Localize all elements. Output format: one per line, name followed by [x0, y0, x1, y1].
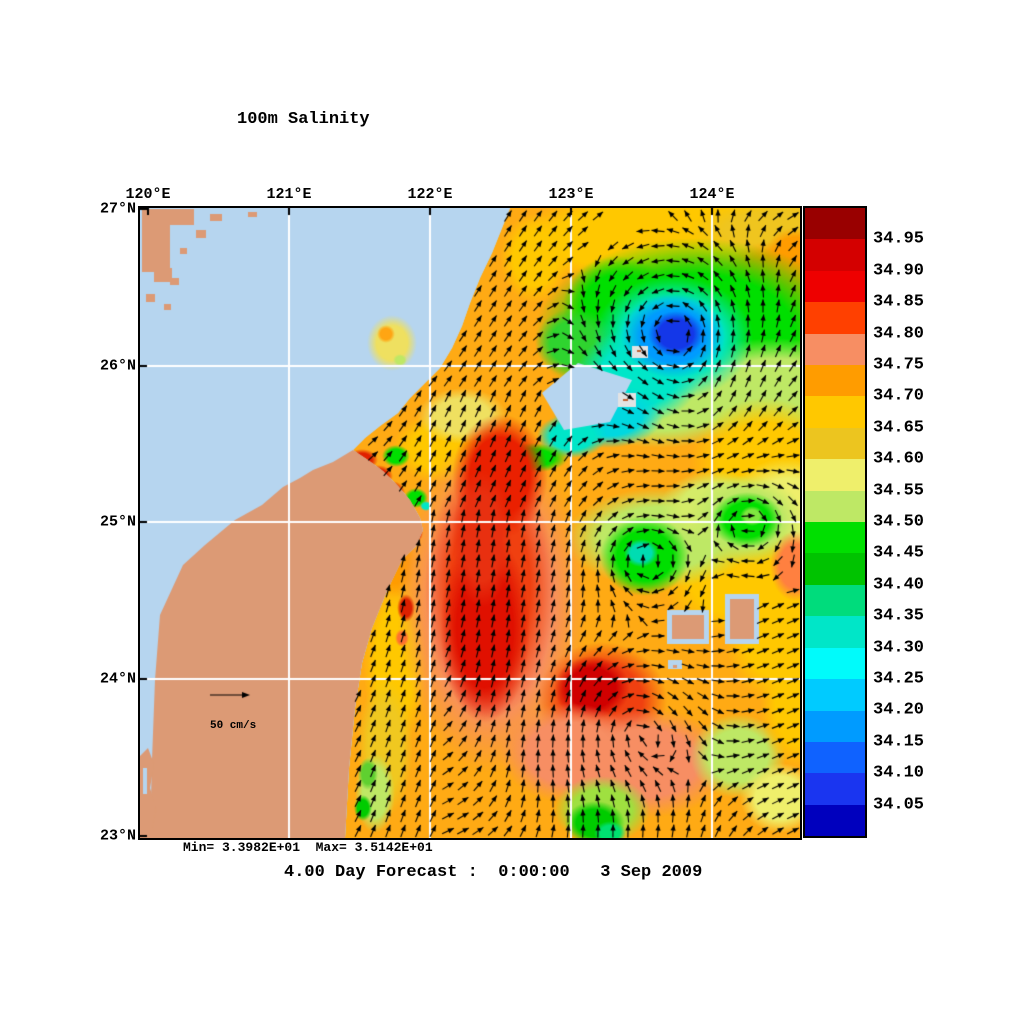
- colorbar-segment: [805, 616, 865, 648]
- colorbar-segment: [805, 741, 865, 774]
- page-title: 100m Salinity: [237, 110, 370, 129]
- salinity-map-canvas: [140, 208, 800, 838]
- colorbar-segment: [805, 710, 865, 742]
- y-tick-label: 24°N: [99, 670, 136, 688]
- colorbar-segment: [805, 427, 865, 460]
- colorbar-tick-label: 34.10: [873, 763, 925, 783]
- colorbar-segment: [805, 333, 865, 366]
- colorbar-tick-label: 34.90: [873, 261, 925, 281]
- y-tick-label: 23°N: [99, 827, 136, 845]
- colorbar-tick-label: 34.35: [873, 606, 925, 626]
- x-tick-label: 121°E: [266, 186, 312, 203]
- colorbar-tick-label: 34.20: [873, 700, 925, 720]
- colorbar-segment: [805, 647, 865, 680]
- y-tick-label: 27°N: [99, 200, 136, 218]
- colorbar-segment: [805, 773, 865, 805]
- colorbar-segment: [805, 804, 865, 837]
- y-tick-label: 26°N: [99, 357, 136, 375]
- colorbar-segment: [805, 459, 865, 491]
- colorbar-segment: [805, 270, 865, 303]
- vector-scale-label: 50 cm/s: [210, 720, 257, 732]
- colorbar-segment: [805, 584, 865, 617]
- colorbar-tick-label: 34.50: [873, 512, 925, 532]
- colorbar-tick-label: 34.45: [873, 543, 925, 563]
- colorbar-segment: [805, 396, 865, 428]
- map-panel: [138, 206, 802, 840]
- colorbar-segment: [805, 679, 865, 711]
- colorbar-tick-label: 34.25: [873, 669, 925, 689]
- colorbar: [803, 206, 867, 838]
- colorbar-tick-label: 34.60: [873, 449, 925, 469]
- colorbar-segment: [805, 553, 865, 585]
- colorbar-tick-label: 34.95: [873, 229, 925, 249]
- colorbar-tick-label: 34.85: [873, 292, 925, 312]
- minmax-stats: Min= 3.3982E+01 Max= 3.5142E+01: [183, 840, 433, 855]
- x-tick-label: 123°E: [548, 186, 594, 203]
- colorbar-tick-label: 34.70: [873, 386, 925, 406]
- colorbar-tick-label: 34.15: [873, 732, 925, 752]
- colorbar-segment: [805, 490, 865, 523]
- x-tick-label: 122°E: [407, 186, 453, 203]
- colorbar-segment: [805, 239, 865, 271]
- colorbar-tick-label: 34.05: [873, 795, 925, 815]
- colorbar-tick-label: 34.65: [873, 418, 925, 438]
- colorbar-tick-label: 34.80: [873, 324, 925, 344]
- colorbar-tick-label: 34.75: [873, 355, 925, 375]
- x-tick-label: 120°E: [125, 186, 171, 203]
- colorbar-segment: [805, 302, 865, 334]
- colorbar-tick-label: 34.55: [873, 481, 925, 501]
- forecast-caption: 4.00 Day Forecast : 0:00:00 3 Sep 2009: [284, 863, 703, 882]
- x-tick-label: 124°E: [689, 186, 735, 203]
- colorbar-segment: [805, 208, 865, 240]
- colorbar-tick-label: 34.40: [873, 575, 925, 595]
- colorbar-tick-label: 34.30: [873, 638, 925, 658]
- colorbar-segment: [805, 365, 865, 397]
- colorbar-segment: [805, 522, 865, 554]
- y-tick-label: 25°N: [99, 513, 136, 531]
